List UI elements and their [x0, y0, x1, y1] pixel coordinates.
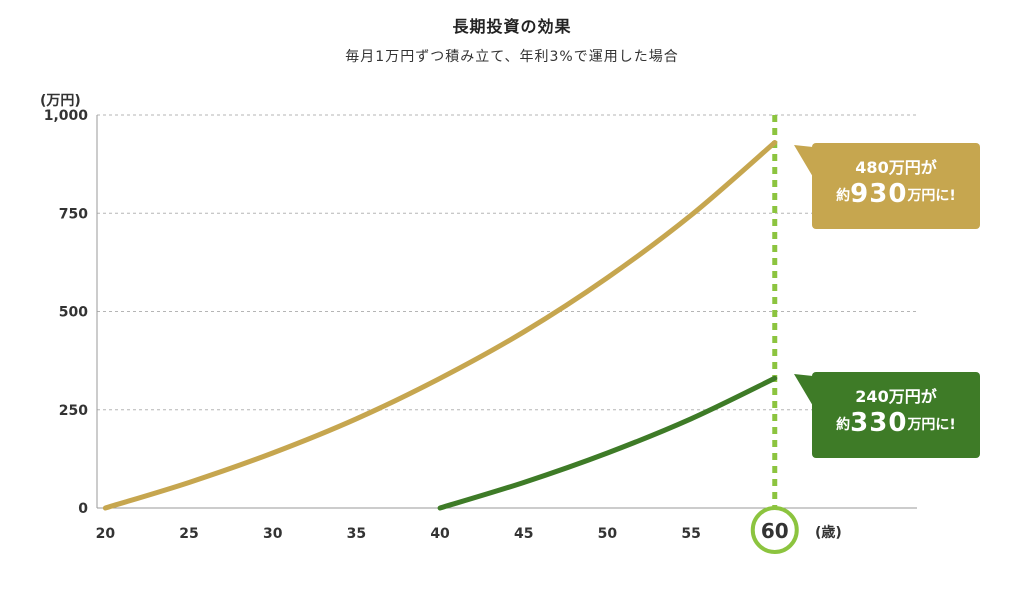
x-tick-label: 25 — [179, 526, 198, 542]
chart-subtitle: 毎月1万円ずつ積み立て、年利3%で運用した場合 — [345, 49, 679, 65]
x-tick-label: 30 — [263, 526, 283, 542]
y-axis-unit-label: (万円) — [40, 93, 81, 109]
callout-gold-line1: 480万円が — [855, 158, 937, 177]
series-line-gold — [102, 140, 778, 511]
x-tick-label: 50 — [598, 526, 618, 542]
y-tick-label: 0 — [78, 501, 88, 517]
callout-gold: 480万円が 約930万円に! — [812, 143, 980, 229]
x-tick-label: 40 — [430, 526, 450, 542]
callout-gold-prefix: 約 — [836, 188, 851, 204]
x-tick-label-highlight: 60 — [761, 519, 789, 543]
callout-green-suffix: 万円に! — [907, 417, 956, 433]
chart-title: 長期投資の効果 — [452, 17, 572, 36]
callout-green-line1: 240万円が — [855, 387, 937, 406]
y-tick-label: 1,000 — [44, 108, 89, 124]
callout-green-amount: 330 — [850, 408, 908, 438]
y-tick-label: 500 — [59, 305, 88, 321]
x-axis-unit-label: (歳) — [815, 525, 842, 541]
x-tick-label: 55 — [681, 526, 700, 542]
callout-gold-amount: 930 — [850, 179, 908, 209]
x-tick-label: 35 — [347, 526, 366, 542]
y-tick-label: 250 — [59, 403, 88, 419]
callout-pointer-1 — [794, 374, 813, 406]
x-tick-label: 45 — [514, 526, 533, 542]
x-tick-label: 20 — [96, 526, 116, 542]
callout-gold-suffix: 万円に! — [907, 188, 956, 204]
callout-green-prefix: 約 — [836, 417, 851, 433]
y-tick-label: 750 — [59, 206, 88, 222]
series-line-green — [437, 375, 778, 511]
callout-pointer-0 — [794, 145, 813, 177]
highlight-circle-60 — [750, 506, 799, 554]
callout-green: 240万円が 約330万円に! — [812, 372, 980, 458]
